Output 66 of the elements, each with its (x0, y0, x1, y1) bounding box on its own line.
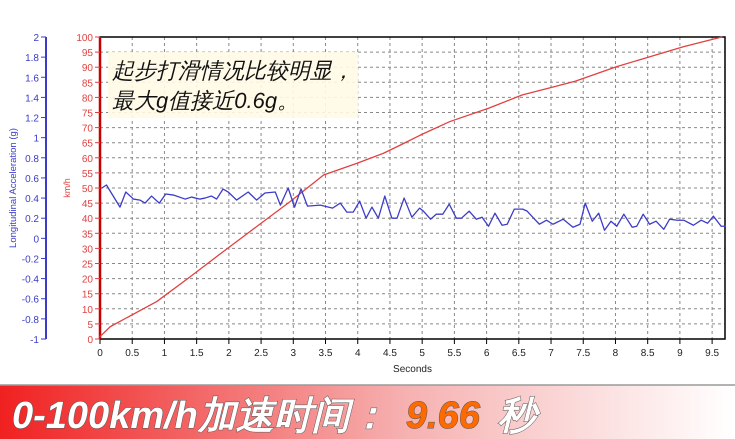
y-tick-label: 75 (82, 108, 94, 120)
x-tick-label: 4.5 (382, 348, 398, 359)
text: 9.66 (406, 395, 481, 437)
y-tick-label: 100 (76, 33, 94, 44)
y-tick-label: 60 (82, 154, 94, 165)
y-tick-label: 35 (82, 229, 94, 240)
y2-tick-label: 0.4 (25, 194, 40, 206)
y2-tick-label: 0.2 (25, 214, 40, 226)
y-tick-label: 0 (87, 335, 94, 346)
y2-tick-label: 0.6 (25, 174, 40, 185)
y2-tick-label: 1.4 (25, 93, 40, 104)
y2-tick-label: 2 (33, 33, 40, 44)
y-tick-label: 45 (82, 199, 94, 210)
x-tick-label: 6 (484, 348, 490, 359)
x-tick-label: 7 (548, 348, 554, 359)
y2-tick-label: -0.8 (22, 314, 40, 326)
y-tick-label: 5 (87, 320, 94, 331)
y-tick-label: 55 (82, 168, 94, 180)
x-tick-label: 8.5 (640, 348, 656, 359)
y-tick-label: 70 (82, 124, 94, 135)
x-tick-label: 1 (162, 348, 168, 359)
y2-tick-label: 1.6 (25, 73, 40, 84)
text: 0-100km/h加速时间： (12, 395, 388, 437)
x-tick-label: 3 (290, 348, 297, 359)
x-tick-label: 7.5 (576, 348, 591, 359)
y-tick-label: 95 (82, 48, 94, 60)
x-tick-label: 2.5 (254, 348, 268, 359)
x-tick-label: 8 (612, 348, 619, 359)
x-tick-label: 5 (419, 348, 426, 359)
y-tick-label: 15 (82, 290, 94, 301)
y2-tick-label: 0 (33, 234, 40, 246)
x-tick-label: 6.5 (512, 348, 526, 359)
y2-tick-label: -0.6 (22, 294, 40, 306)
x-tick-label: 1.5 (190, 348, 204, 359)
y2-tick-label: 1 (33, 134, 40, 145)
x-tick-label: 5.5 (447, 348, 462, 359)
x-tick-label: 0.5 (125, 348, 140, 359)
y2-tick-label: 1.8 (25, 53, 40, 64)
line-series (101, 184, 726, 231)
y2-axis-title: Longitudinal Acceleration (g) (8, 128, 19, 248)
y-tick-label: 20 (82, 274, 94, 286)
x-axis-title: Seconds (393, 364, 432, 375)
y2-tick-label: -0.2 (22, 254, 40, 266)
y-tick-label: 80 (82, 93, 94, 104)
y-tick-label: 85 (82, 78, 94, 90)
y-tick-label: 25 (82, 260, 94, 270)
y-axis-title: km/h (62, 178, 72, 198)
text: 秒 (498, 395, 541, 437)
x-tick-label: 0 (97, 348, 104, 359)
x-tick-label: 9.5 (705, 348, 720, 359)
x-tick-label: 2 (226, 348, 232, 359)
x-tick-label: 3.5 (318, 348, 333, 359)
annotation: 最大g值接近0.6g。 (112, 88, 300, 113)
y2-tick-label: -0.4 (22, 274, 40, 286)
x-tick-label: 9 (677, 348, 684, 359)
y2-tick-label: -1 (30, 335, 40, 346)
y2-tick-label: 0.8 (25, 154, 40, 165)
y-tick-label: 50 (82, 184, 94, 195)
annotation: 起步打滑情况比较明显， (112, 58, 354, 83)
x-tick-label: 4 (354, 348, 361, 359)
y-tick-label: 40 (82, 214, 94, 226)
y2-tick-label: 1.2 (25, 114, 40, 125)
y-tick-label: 10 (82, 304, 94, 316)
y-tick-label: 30 (82, 244, 94, 256)
y-tick-label: 65 (82, 138, 94, 150)
y-tick-label: 90 (82, 63, 94, 74)
